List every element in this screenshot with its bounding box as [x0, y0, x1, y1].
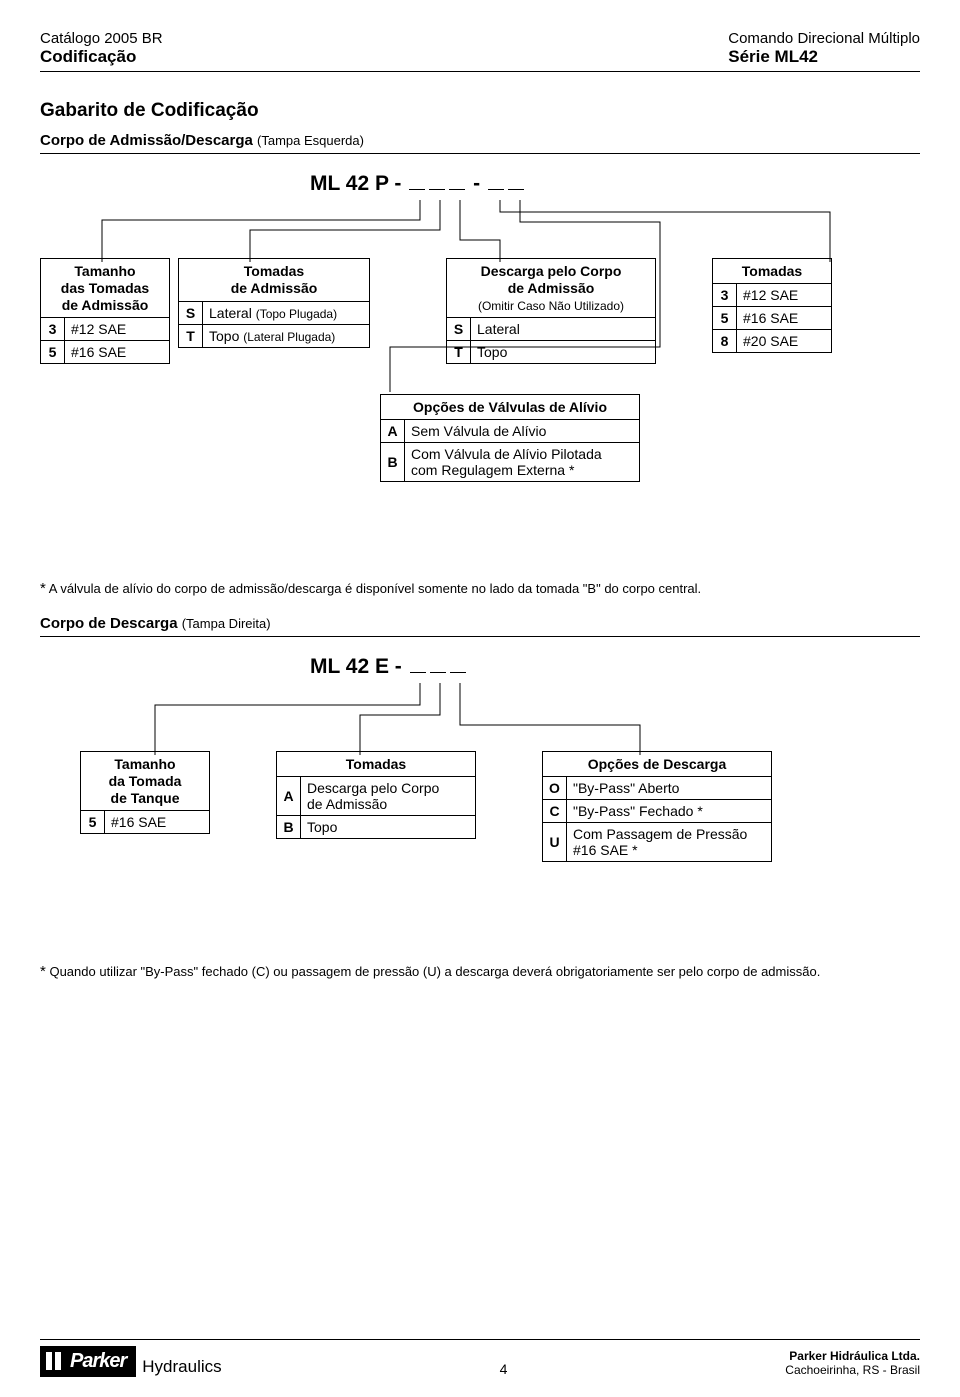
section-title: Gabarito de Codificação	[40, 100, 920, 122]
comando-label: Comando Direcional Múltiplo	[728, 30, 920, 47]
page-footer: Parker Hydraulics 4 Parker Hidráulica Lt…	[40, 1339, 920, 1377]
section1-header: Corpo de Admissão/Descarga (Tampa Esquer…	[40, 132, 920, 154]
footer-company: Parker Hidráulica Ltda.	[785, 1349, 920, 1363]
note-1: * A válvula de alívio do corpo de admiss…	[40, 580, 920, 597]
parker-logo: Parker	[40, 1346, 136, 1377]
section2-title: Corpo de Descarga	[40, 615, 182, 632]
section1-title: Corpo de Admissão/Descarga	[40, 132, 257, 149]
section1-paren: (Tampa Esquerda)	[257, 133, 364, 148]
catalog-label: Catálogo 2005 BR	[40, 30, 163, 47]
table-tamanho-admissao: Tamanho das Tomadas de Admissão 3#12 SAE…	[40, 258, 170, 364]
footer-city: Cachoeirinha, RS - Brasil	[785, 1363, 920, 1377]
hydraulics-label: Hydraulics	[142, 1357, 221, 1377]
section2-paren: (Tampa Direita)	[182, 616, 271, 631]
serie-label: Série ML42	[728, 47, 920, 67]
section2-header: Corpo de Descarga (Tampa Direita)	[40, 615, 920, 637]
note-2: * Quando utilizar "By-Pass" fechado (C) …	[40, 963, 920, 980]
table-tomadas-2: Tomadas ADescarga pelo Corpode Admissão …	[276, 751, 476, 839]
tables-row-2: Tamanho da Tomada de Tanque 5#16 SAE Tom…	[40, 751, 920, 862]
page-number: 4	[500, 1361, 508, 1377]
codification-label: Codificação	[40, 47, 163, 67]
tables-row-1: Tamanho das Tomadas de Admissão 3#12 SAE…	[40, 258, 920, 364]
relief-table-wrap: Opções de Válvulas de Alívio ASem Válvul…	[100, 394, 920, 482]
table-opcoes-descarga: Opções de Descarga O"By-Pass" Aberto C"B…	[542, 751, 772, 862]
code-line-1: ML 42 P - -	[310, 172, 920, 196]
table-tomadas-admissao: Tomadas de Admissão SLateral (Topo Pluga…	[178, 258, 370, 348]
diagram-2: ML 42 E - Tamanho da Tomada de Tanque 5#…	[40, 655, 920, 935]
diagram-1: ML 42 P - - Tamanho	[40, 172, 920, 552]
table-tomadas: Tomadas 3#12 SAE 5#16 SAE 8#20 SAE	[712, 258, 832, 353]
table-tamanho-tanque: Tamanho da Tomada de Tanque 5#16 SAE	[80, 751, 210, 834]
table-descarga-corpo: Descarga pelo Corpo de Admissão (Omitir …	[446, 258, 656, 364]
page-header: Catálogo 2005 BR Codificação Comando Dir…	[40, 30, 920, 72]
code-line-2: ML 42 E -	[310, 655, 920, 679]
table-valvulas-alivio: Opções de Válvulas de Alívio ASem Válvul…	[380, 394, 640, 482]
